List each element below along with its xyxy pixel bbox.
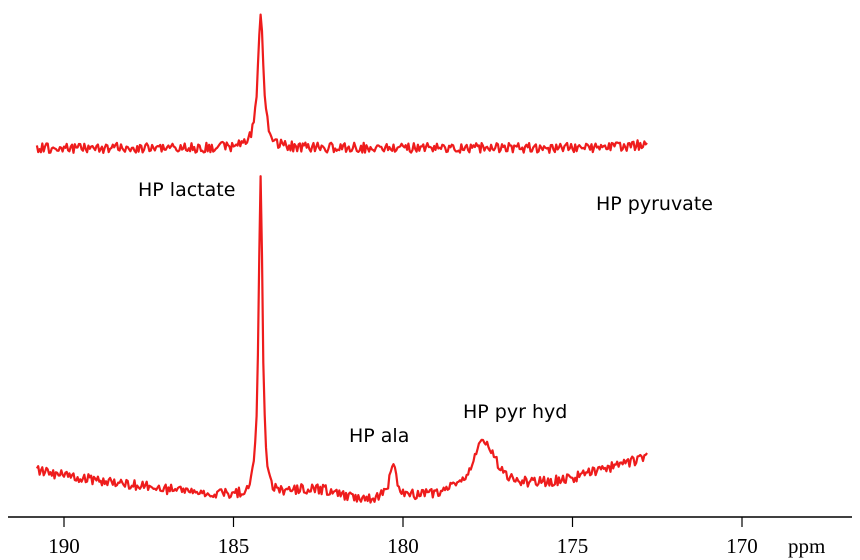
peak-label-hp-pyr-hyd: HP pyr hyd [463,401,567,423]
peak-label-hp-lactate: HP lactate [138,179,235,201]
x-tick-label-185: 185 [218,534,250,558]
peak-label-hp-pyruvate: HP pyruvate [596,193,713,215]
x-axis-ticks: 190 185 180 175 170 [48,517,758,558]
x-tick-label-190: 190 [48,534,80,558]
lower-spectrum-trace [35,175,648,504]
peak-label-hp-ala: HP ala [349,425,409,447]
x-tick-label-170: 170 [726,534,758,558]
x-axis-unit-label: ppm [788,534,825,558]
x-tick-label-175: 175 [557,534,589,558]
x-tick-label-180: 180 [387,534,419,558]
upper-spectrum-trace [35,13,648,154]
